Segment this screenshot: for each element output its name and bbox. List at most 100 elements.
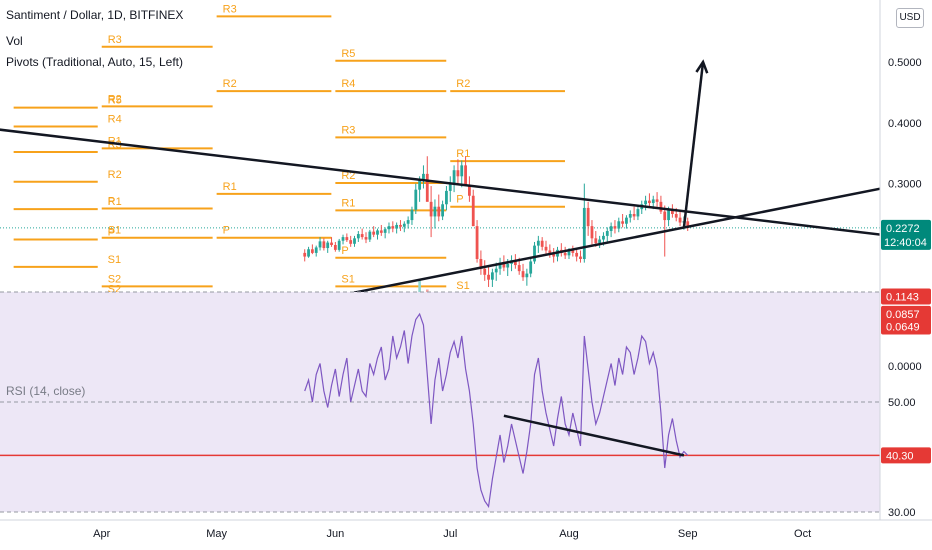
- candle-body: [644, 200, 647, 205]
- pivot-label-r3: R3: [108, 34, 122, 46]
- candle-body: [590, 226, 594, 239]
- pivot-label-s1: S1: [341, 273, 354, 285]
- candle-body: [671, 210, 674, 214]
- symbol-title[interactable]: Santiment / Dollar, 1D, BITFINEX: [6, 8, 184, 22]
- candle-body: [609, 226, 613, 232]
- pivot-label-p: P: [456, 194, 463, 206]
- pivot-label-r5: R5: [341, 48, 355, 60]
- candle-body: [345, 237, 349, 241]
- candle-body: [479, 258, 483, 269]
- candle-body: [402, 223, 406, 227]
- rsi-pane: [0, 291, 880, 513]
- candle-body: [567, 250, 571, 256]
- candle-body: [598, 239, 602, 244]
- candle-body: [322, 241, 326, 249]
- candle-body: [686, 221, 690, 228]
- candle-body: [506, 263, 510, 268]
- candle-body: [333, 245, 337, 250]
- pivot-label-r1: R1: [108, 196, 122, 208]
- rsi-line: [304, 312, 689, 509]
- pivot-label-p: P: [108, 196, 115, 208]
- candle-body: [667, 210, 670, 221]
- time-tick-label: May: [206, 528, 227, 540]
- candle-body: [471, 195, 475, 227]
- pivot-label-p: P: [341, 245, 348, 257]
- indicator-vol-label[interactable]: Vol: [6, 34, 23, 48]
- arrow-head: [695, 59, 709, 74]
- candle-body: [452, 170, 456, 184]
- candle-body: [395, 224, 399, 229]
- pivot-label-p: P: [223, 225, 230, 237]
- candle-body: [552, 254, 556, 257]
- candle-body: [533, 245, 536, 262]
- candle-body: [406, 220, 410, 224]
- candle-body: [437, 206, 441, 217]
- candle-body: [379, 230, 383, 233]
- time-tick-label: Aug: [559, 528, 579, 540]
- price-tick-label: 0.0000: [888, 361, 922, 373]
- breakout-projection-arrow: [682, 61, 705, 229]
- candle-body: [575, 252, 579, 257]
- candle-body: [617, 221, 621, 229]
- candle-body: [586, 207, 590, 227]
- candle-body: [605, 231, 609, 236]
- candle-body: [525, 273, 529, 278]
- candle-body: [636, 209, 640, 217]
- candle-body: [579, 256, 582, 259]
- candle-body: [360, 234, 364, 238]
- price-label-time: 12:40:04: [884, 237, 927, 249]
- descending-resistance: [0, 128, 891, 238]
- candle-body: [651, 199, 655, 204]
- pivot-label-r1: R1: [456, 148, 470, 160]
- candle-body: [310, 249, 314, 253]
- pivot-label-r5: R5: [108, 95, 122, 107]
- price-label-box: [881, 318, 931, 335]
- candle-body: [330, 242, 333, 246]
- price-candles: [303, 156, 690, 287]
- currency-button[interactable]: USD: [896, 8, 924, 28]
- pivot-label-s2: S2: [108, 273, 121, 285]
- candle-body: [648, 200, 651, 204]
- candle-body: [387, 226, 391, 230]
- candle-body: [490, 272, 494, 280]
- price-axis[interactable]: 0.50000.40000.30000.20000.00000.227212:4…: [879, 0, 932, 550]
- rsi-level-label-box: [881, 447, 931, 464]
- candle-body: [337, 240, 341, 250]
- candle-body: [540, 240, 544, 247]
- candle-body: [468, 186, 471, 196]
- pivot-label-s1: S1: [108, 254, 121, 266]
- time-axis[interactable]: Apr May Jun Jul Aug Sep Oct: [0, 519, 932, 540]
- indicator-rsi-label[interactable]: RSI (14, close): [6, 384, 86, 398]
- price-label-value: 0.2272: [886, 223, 920, 235]
- price-label-value: 0.0649: [886, 322, 920, 334]
- time-tick-label: Apr: [93, 528, 110, 540]
- candle-body: [625, 217, 628, 224]
- candle-body: [429, 201, 433, 217]
- indicator-pivots-label[interactable]: Pivots (Traditional, Auto, 15, Left): [6, 55, 183, 69]
- candle-body: [391, 226, 395, 229]
- candle-body: [307, 249, 310, 257]
- candle-body: [414, 189, 418, 210]
- pivot-label-p: P: [108, 227, 115, 239]
- candle-body: [548, 250, 552, 255]
- candle-body: [621, 221, 625, 224]
- candle-body: [341, 237, 345, 241]
- candle-body: [349, 240, 353, 244]
- time-tick-label: Sep: [678, 528, 698, 540]
- axis-background: [880, 0, 932, 550]
- candle-body: [303, 252, 307, 257]
- candle-body: [356, 234, 360, 239]
- pivot-label-s1: S1: [108, 225, 121, 237]
- candle-body: [674, 214, 678, 218]
- pivot-label-r1: R1: [108, 135, 122, 147]
- pivot-label-r2: R2: [108, 93, 122, 105]
- pivot-label-r2: R2: [108, 169, 122, 181]
- candle-body: [326, 242, 330, 249]
- time-tick-label: Jul: [443, 528, 457, 540]
- rsi-level-label: 40.30: [886, 450, 914, 462]
- candle-body: [364, 237, 368, 240]
- candle-body: [663, 211, 667, 221]
- candle-body: [594, 238, 598, 244]
- pivot-label-r2: R2: [341, 170, 355, 182]
